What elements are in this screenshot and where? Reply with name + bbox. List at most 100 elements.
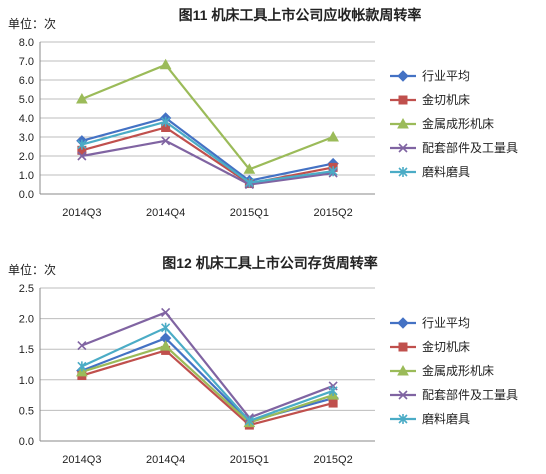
y-tick-label: 4.0 [19,113,34,125]
series-line [81,63,334,171]
data-point [161,136,171,146]
legend-item: 金属成形机床 [390,363,494,378]
legend-marker [398,95,408,105]
data-point [77,139,87,150]
series-line [81,120,334,184]
data-point [76,365,88,377]
data-point [76,92,88,104]
legend-label: 金属成形机床 [422,116,494,131]
legend-item: 行业平均 [390,69,470,83]
series-line [81,126,334,185]
legend-label: 配套部件及工量具 [422,140,518,155]
legend-marker [397,364,409,376]
chart-2-unit-label: 单位：次 [8,262,56,277]
legend-marker [398,167,408,177]
series-3 [76,340,339,428]
series-3 [76,58,339,174]
legend-item: 金切机床 [390,339,470,354]
chart-2-x-ticks: 2014Q3 2014Q4 2015Q1 2015Q2 [62,454,352,466]
x-tick-label: 2015Q2 [314,454,353,466]
data-point [327,130,339,142]
chart-2-title: 图12 机床工具上市公司存货周转率 [162,255,377,271]
data-point [328,398,338,408]
series-line [81,139,334,186]
legend-label: 金属成形机床 [422,363,494,378]
data-point [243,163,256,174]
x-tick-label: 2015Q2 [314,207,353,219]
data-point [328,385,338,396]
legend-item: 金属成形机床 [390,116,494,131]
legend-item: 行业平均 [390,316,470,330]
series-4 [77,136,338,190]
y-tick-label: 1.5 [19,344,34,356]
y-tick-label: 2.0 [19,314,34,326]
chart-1-title: 图11 机床工具上市公司应收帐款周转率 [179,7,422,23]
series-5 [77,322,338,426]
x-tick-label: 2015Q1 [230,454,269,466]
legend-item: 配套部件及工量具 [390,140,518,155]
data-point [159,58,172,70]
legend-marker [397,317,409,329]
y-tick-label: 0.5 [19,405,34,417]
legend-marker [398,390,408,400]
legend-marker [398,414,408,424]
x-tick-label: 2015Q1 [230,207,269,219]
legend-label: 配套部件及工量具 [422,387,518,402]
y-tick-label: 0.0 [19,436,34,448]
y-tick-label: 5.0 [19,94,34,106]
series-line [81,349,334,427]
data-point [77,151,87,161]
legend-marker [397,117,409,129]
legend-label: 磨料磨具 [422,165,470,179]
y-tick-label: 0.0 [19,189,34,201]
data-point [161,307,171,318]
y-tick-label: 1.0 [19,375,34,387]
data-point [244,177,254,188]
series-5 [77,116,338,188]
series-2 [77,345,338,430]
legend-marker [398,143,408,153]
y-tick-label: 2.0 [19,151,34,163]
legend-label: 磨料磨具 [422,412,470,426]
data-point [328,166,338,177]
y-tick-label: 7.0 [19,56,34,68]
legend-item: 磨料磨具 [390,165,470,179]
chart-1-series [76,58,339,190]
legend-label: 行业平均 [422,316,470,330]
chart-2-y-ticks: 0.0 0.5 1.0 1.5 2.0 2.5 [19,283,34,448]
x-tick-label: 2014Q3 [62,454,101,466]
chart-1-x-ticks: 2014Q3 2014Q4 2015Q1 2015Q2 [62,207,352,219]
legend-item: 金切机床 [390,92,470,107]
data-point [161,116,171,127]
y-tick-label: 2.5 [19,283,34,295]
legend-marker [398,342,408,352]
data-point [161,322,171,333]
x-tick-label: 2014Q4 [146,207,185,219]
legend-marker [397,70,409,82]
legend-label: 金切机床 [422,92,470,107]
y-tick-label: 3.0 [19,132,34,144]
chart-1-y-ticks: 0.0 1.0 2.0 3.0 4.0 5.0 6.0 7.0 8.0 [19,37,34,201]
x-tick-label: 2014Q4 [146,454,185,466]
legend-item: 配套部件及工量具 [390,387,518,402]
legend-item: 磨料磨具 [390,412,470,426]
legend-label: 金切机床 [422,339,470,354]
chart-2-series [76,307,339,430]
data-point [159,340,172,351]
chart-receivables-turnover: 图11 机床工具上市公司应收帐款周转率 单位：次 0.0 1.0 2.0 3.0 4.0… [8,7,518,219]
series-line [81,116,334,182]
y-tick-label: 6.0 [19,75,34,87]
series-line [81,326,334,423]
data-point [77,361,87,372]
series-line [81,344,334,424]
data-point [244,415,254,426]
x-tick-label: 2014Q3 [62,207,101,219]
chart-1-unit-label: 单位：次 [8,16,56,31]
legend-label: 行业平均 [422,69,470,83]
y-tick-label: 1.0 [19,170,34,182]
y-tick-label: 8.0 [19,37,34,49]
series-line [81,311,334,420]
